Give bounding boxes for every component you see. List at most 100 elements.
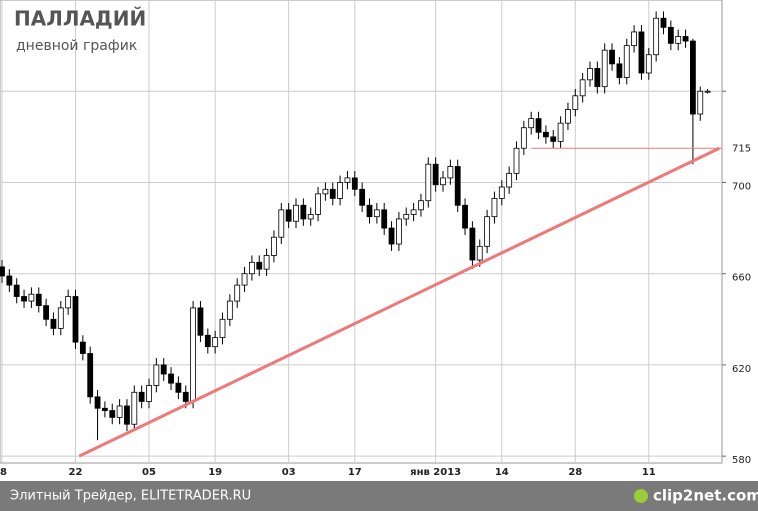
candle-body	[675, 36, 682, 44]
candle-body	[498, 186, 505, 199]
x-tick-label: 03	[282, 467, 296, 478]
x-tick-label: 22	[69, 467, 83, 478]
candle-body	[381, 209, 388, 229]
candle-body	[168, 373, 174, 384]
candle-body	[653, 17, 660, 56]
candle-body	[50, 318, 57, 329]
y-tick-label: 580	[732, 455, 751, 466]
candle-body	[616, 63, 623, 78]
x-tick-label: 11	[642, 467, 656, 478]
candle-body	[116, 405, 123, 418]
candle-body	[322, 188, 329, 195]
candle-body	[513, 147, 520, 174]
candle-body	[175, 382, 182, 393]
candle-body	[219, 318, 226, 338]
candle-body	[697, 90, 704, 115]
candle-body	[484, 216, 491, 247]
candle-body	[351, 177, 358, 190]
candle-body	[476, 245, 483, 261]
candle-body	[528, 118, 535, 129]
candle-body	[366, 204, 373, 218]
candle-body	[520, 127, 527, 149]
candle-body	[0, 266, 5, 277]
candle-body	[440, 177, 446, 186]
x-tick-label: 28	[568, 467, 582, 478]
candle-body	[13, 284, 20, 297]
candle-body	[190, 307, 197, 402]
candle-body	[425, 163, 432, 202]
candle-body	[241, 273, 248, 286]
candle-body	[315, 193, 321, 215]
candle-body	[454, 166, 461, 206]
candle-body	[94, 396, 101, 409]
candle-body	[102, 407, 108, 411]
plot-area	[0, 0, 723, 464]
candle-body	[623, 45, 630, 78]
candle-body	[153, 364, 160, 386]
candle-body	[557, 122, 564, 142]
candle-body	[418, 200, 424, 211]
candle-body	[204, 334, 211, 348]
x-tick-label: 14	[495, 467, 509, 478]
candle-body	[373, 209, 380, 218]
candle-body	[35, 293, 42, 307]
candle-body	[594, 68, 601, 88]
candle-body	[285, 209, 292, 222]
candle-body	[631, 31, 637, 47]
candle-body	[704, 90, 711, 93]
candle-body	[109, 410, 116, 418]
candle-body	[572, 95, 579, 110]
x-tick-label: 17	[348, 467, 362, 478]
candle-body	[212, 337, 219, 348]
source: Элитный Трейдер, ELITETRADER.RU	[10, 489, 251, 504]
x-tick-label: 19	[208, 467, 222, 478]
candle-body	[682, 36, 689, 42]
y-tick-label: 620	[732, 364, 751, 375]
candle-body	[300, 204, 307, 220]
x-tick-label: янв 2013	[410, 467, 461, 478]
candle-body	[146, 385, 152, 402]
candle-body	[660, 17, 667, 28]
candle-body	[601, 49, 608, 88]
chart-title: ПАЛЛАДИЙ	[14, 7, 146, 31]
candle-body	[447, 166, 454, 179]
watermark: clip2net.com	[653, 487, 758, 505]
candle-body	[124, 405, 130, 425]
y-tick-label: 700	[732, 181, 751, 192]
level-label: 715	[732, 143, 751, 154]
x-tick-label: 8	[0, 467, 7, 478]
candle-body	[21, 296, 27, 302]
candle-body	[293, 204, 299, 222]
plot-layer	[0, 0, 722, 463]
candle-body	[410, 209, 417, 215]
candle-body	[226, 300, 233, 320]
candle-body	[667, 26, 674, 44]
candle-body	[359, 188, 366, 206]
candle-body	[506, 172, 513, 188]
candle-body	[491, 198, 498, 218]
candle-body	[271, 236, 277, 256]
candle-body	[462, 204, 468, 229]
x-tick-label: 05	[142, 467, 156, 478]
candle-body	[131, 391, 138, 425]
candle-body	[65, 296, 72, 309]
candle-body	[403, 213, 410, 220]
candle-body	[57, 307, 64, 329]
candle-body	[160, 364, 167, 375]
logo-icon	[634, 489, 648, 503]
candle-body	[432, 163, 439, 186]
candle-body	[234, 284, 241, 302]
candle-body	[87, 353, 94, 398]
candle-body	[72, 296, 79, 343]
candle-body	[388, 227, 395, 245]
chart-subtitle: дневной график	[16, 38, 137, 54]
candle-body	[256, 261, 263, 270]
candle-body	[43, 305, 49, 320]
candle-body	[543, 131, 549, 138]
candle-body	[344, 177, 351, 183]
candle-body	[28, 293, 35, 302]
candle-body	[690, 40, 696, 115]
trendline	[78, 146, 721, 458]
candle-body	[395, 218, 402, 245]
candle-body	[197, 307, 204, 336]
